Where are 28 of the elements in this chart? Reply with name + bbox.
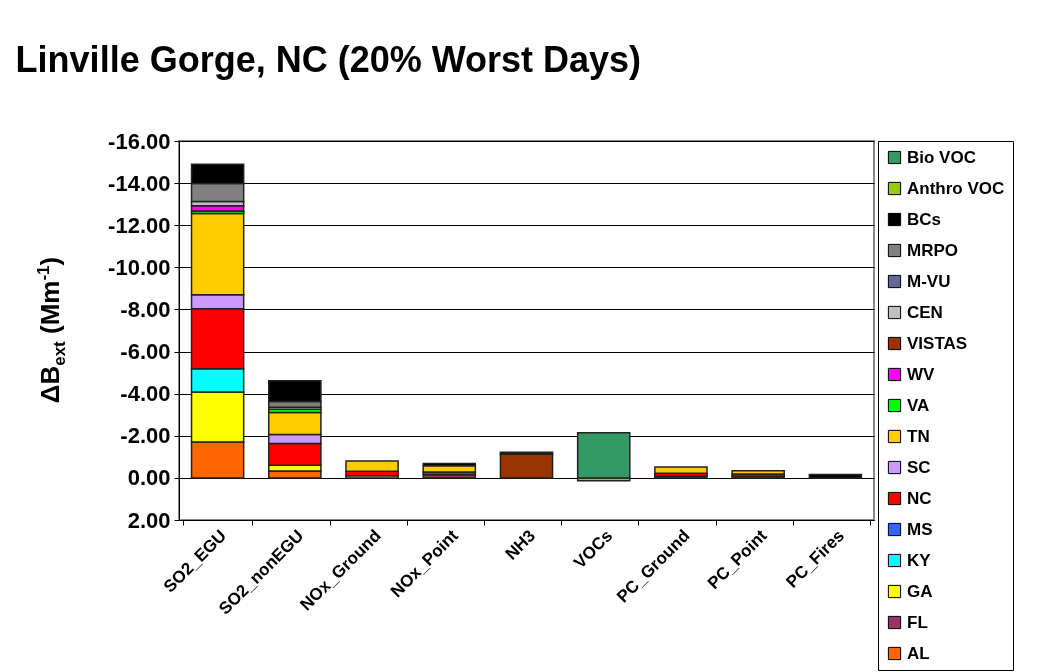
- legend-label: M-VU: [907, 271, 951, 291]
- legend-label: MS: [907, 519, 933, 539]
- chart-title: Linville Gorge, NC (20% Worst Days): [15, 39, 642, 80]
- y-tick-label: 0.00: [127, 465, 171, 491]
- legend-label: AL: [907, 643, 930, 663]
- legend-label: VA: [907, 395, 930, 415]
- legend-label: CEN: [907, 302, 943, 322]
- y-tick-label: -14.00: [108, 170, 171, 196]
- legend-label: MRPO: [907, 240, 958, 260]
- legend-label: SC: [907, 457, 931, 477]
- y-tick-label: -6.00: [120, 339, 171, 365]
- legend-label: KY: [907, 550, 932, 570]
- legend-label: WV: [907, 364, 936, 384]
- legend-label: GA: [907, 581, 933, 601]
- legend-label: BCs: [907, 209, 942, 229]
- y-tick-label: -4.00: [120, 381, 171, 407]
- legend-label: TN: [907, 426, 930, 446]
- y-tick-label: -2.00: [120, 423, 171, 449]
- legend-label: Bio VOC: [907, 147, 976, 167]
- legend-label: FL: [907, 612, 928, 632]
- y-tick-label: -12.00: [108, 212, 171, 238]
- legend-label: Anthro VOC: [907, 178, 1005, 198]
- y-tick-label: -10.00: [108, 254, 171, 280]
- y-tick-label: 2.00: [127, 507, 171, 533]
- y-tick-label: -8.00: [120, 296, 171, 322]
- legend-label: NC: [907, 488, 932, 508]
- y-tick-label: -16.00: [108, 128, 171, 154]
- legend-label: VISTAS: [907, 333, 968, 353]
